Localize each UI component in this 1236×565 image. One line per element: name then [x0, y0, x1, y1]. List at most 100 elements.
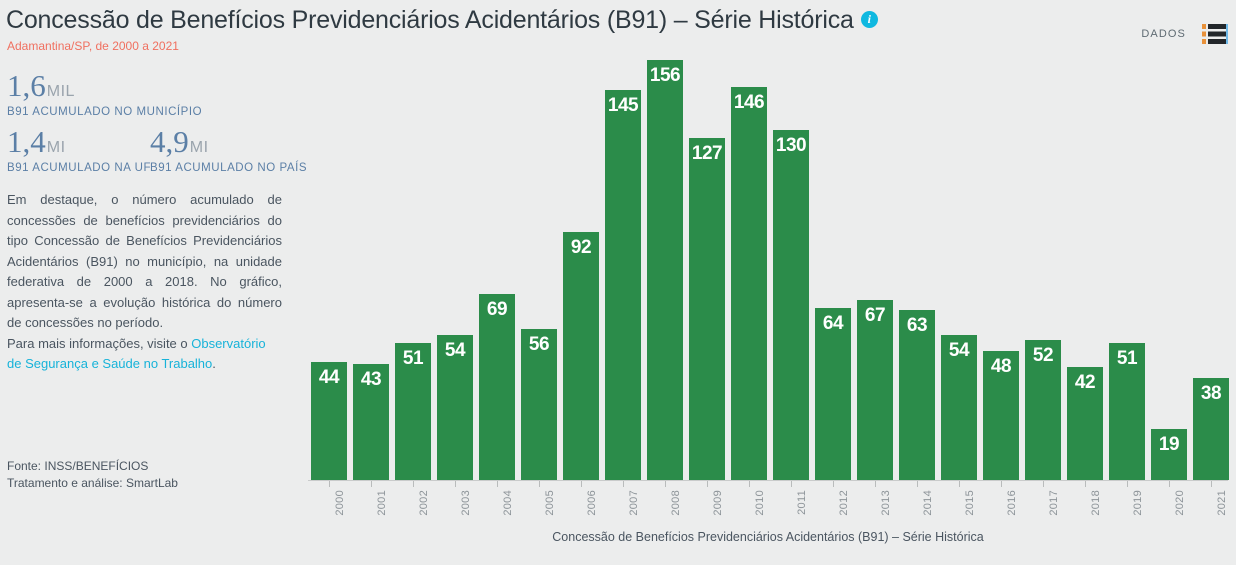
bar-slot: 130	[770, 60, 812, 480]
axis-label-year: 2019	[1132, 490, 1144, 516]
axis-tick	[623, 481, 624, 487]
bar-value-label: 51	[402, 348, 424, 369]
source-attribution: Fonte: INSS/BENEFÍCIOS Tratamento e anál…	[7, 458, 178, 492]
chart-bar[interactable]: 127	[689, 138, 725, 480]
axis-label-year: 2005	[544, 490, 556, 516]
bar-slot: 51	[1106, 60, 1148, 480]
bar-slot: 156	[644, 60, 686, 480]
axis-tick	[497, 481, 498, 487]
chart-bar[interactable]: 64	[815, 308, 851, 480]
chart-bar[interactable]: 42	[1067, 367, 1103, 480]
axis-tick	[1211, 481, 1212, 487]
axis-label-year: 2018	[1090, 490, 1102, 516]
bar-value-label: 127	[691, 143, 723, 164]
chart-bar[interactable]: 69	[479, 294, 515, 480]
axis-tick	[413, 481, 414, 487]
axis-label-year: 2003	[460, 490, 472, 516]
axis-tick	[371, 481, 372, 487]
stat-uf-unit: MI	[46, 139, 66, 156]
axis-tick	[329, 481, 330, 487]
chart-bar[interactable]: 51	[1109, 343, 1145, 480]
chart-bar[interactable]: 130	[773, 130, 809, 480]
chart-bar[interactable]: 56	[521, 329, 557, 480]
bar-value-label: 56	[528, 334, 550, 355]
page-title-text: Concessão de Benefícios Previdenciários …	[6, 6, 854, 34]
chart-bar[interactable]: 146	[731, 87, 767, 480]
axis-tick	[1127, 481, 1128, 487]
bar-slot: 67	[854, 60, 896, 480]
bar-slot: 56	[518, 60, 560, 480]
chart-bar[interactable]: 38	[1193, 378, 1229, 480]
axis-tick	[455, 481, 456, 487]
stat-uf-value: 1,4	[7, 124, 46, 159]
page-title: Concessão de Benefícios Previdenciários …	[6, 6, 878, 35]
bar-slot: 145	[602, 60, 644, 480]
bar-slot: 51	[392, 60, 434, 480]
stat-municipio-value-row: 1,6MIL	[7, 70, 202, 101]
chart-bar[interactable]: 67	[857, 300, 893, 480]
axis-label-year: 2006	[586, 490, 598, 516]
bar-value-label: 54	[948, 340, 970, 361]
chart-bar[interactable]: 48	[983, 351, 1019, 480]
bar-value-label: 145	[607, 95, 639, 116]
axis-label-year: 2007	[628, 490, 640, 516]
description-paragraph-2: Para mais informações, visite o Observat…	[7, 334, 282, 375]
stat-municipio-value: 1,6	[7, 68, 46, 103]
axis-tick	[959, 481, 960, 487]
bar-slot: 54	[938, 60, 980, 480]
bar-slot: 52	[1022, 60, 1064, 480]
bar-slot: 127	[686, 60, 728, 480]
bar-value-label: 156	[649, 65, 681, 86]
stat-municipio-unit: MIL	[46, 83, 75, 100]
stat-pais-value-row: 4,9MI	[150, 126, 307, 157]
observatorio-link[interactable]: Observatório de Segurança e Saúde no Tra…	[7, 335, 266, 372]
bar-value-label: 42	[1074, 372, 1096, 393]
stat-uf-value-row: 1,4MI	[7, 126, 151, 157]
bar-slot: 63	[896, 60, 938, 480]
axis-label-year: 2015	[964, 490, 976, 516]
axis-tick	[791, 481, 792, 487]
chart-bar[interactable]: 52	[1025, 340, 1061, 480]
axis-label-year: 2011	[796, 490, 808, 515]
bar-slot: 69	[476, 60, 518, 480]
chart-bar[interactable]: 63	[899, 310, 935, 480]
bar-slot: 146	[728, 60, 770, 480]
chart-bar[interactable]: 156	[647, 60, 683, 480]
axis-label-year: 2001	[376, 490, 388, 516]
axis-label-year: 2013	[880, 490, 892, 516]
bar-value-label: 92	[570, 237, 592, 258]
bar-slot: 38	[1190, 60, 1232, 480]
axis-label-year: 2014	[922, 490, 934, 516]
chart-bar[interactable]: 51	[395, 343, 431, 480]
bar-value-label: 69	[486, 299, 508, 320]
source-line-2: Tratamento e análise: SmartLab	[7, 476, 178, 490]
bar-value-label: 19	[1158, 434, 1180, 455]
axis-label-year: 2009	[712, 490, 724, 516]
chart-plot-area: 44 43 51 54 69 56 92 145 156 127 146 130 64 67 63 54 48 5…	[308, 60, 1229, 480]
chart-bar[interactable]: 19	[1151, 429, 1187, 480]
bar-value-label: 51	[1116, 348, 1138, 369]
stat-municipio: 1,6MIL B91 ACUMULADO NO MUNICÍPIO	[7, 70, 202, 118]
bar-slot: 42	[1064, 60, 1106, 480]
bar-value-label: 54	[444, 340, 466, 361]
chart-bar[interactable]: 54	[437, 335, 473, 480]
chart-bar[interactable]: 92	[563, 232, 599, 480]
info-icon[interactable]: i	[860, 11, 878, 28]
summary-panel: 1,6MIL B91 ACUMULADO NO MUNICÍPIO 1,4MI …	[0, 62, 306, 565]
bar-value-label: 67	[864, 305, 886, 326]
bar-value-label: 130	[775, 135, 807, 156]
axis-label-year: 2021	[1216, 490, 1228, 516]
list-table-icon[interactable]	[1202, 24, 1228, 44]
axis-tick	[875, 481, 876, 487]
axis-tick	[833, 481, 834, 487]
axis-tick	[1169, 481, 1170, 487]
stat-municipio-label: B91 ACUMULADO NO MUNICÍPIO	[7, 106, 203, 118]
chart-bar[interactable]: 54	[941, 335, 977, 480]
chart-bar[interactable]: 43	[353, 364, 389, 480]
chart-bar[interactable]: 44	[311, 362, 347, 480]
dados-button[interactable]: DADOS	[1141, 24, 1228, 44]
bar-value-label: 52	[1032, 345, 1054, 366]
bar-slot: 44	[308, 60, 350, 480]
chart-bar[interactable]: 145	[605, 90, 641, 480]
